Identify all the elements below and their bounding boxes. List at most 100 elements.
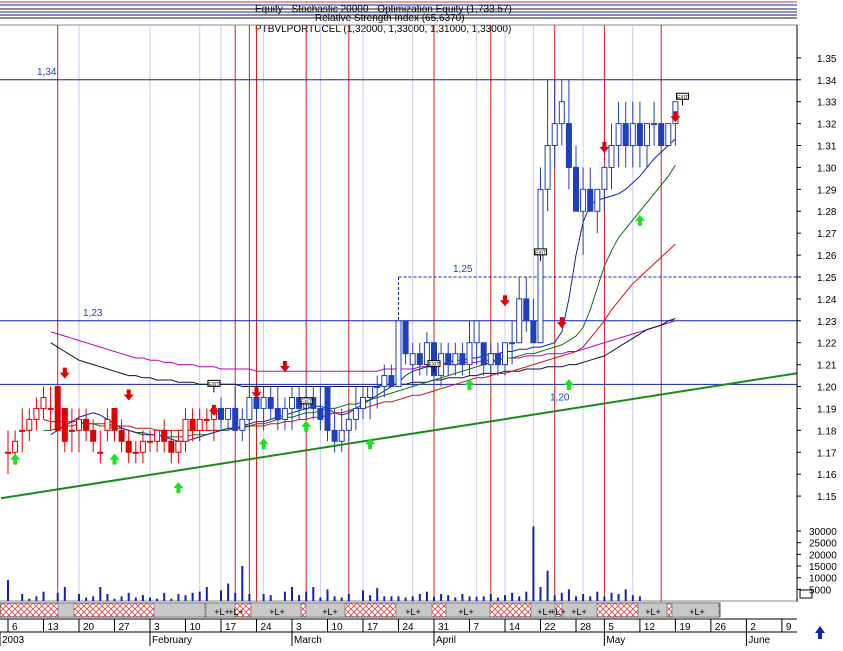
date-day-label: 24 [403, 622, 415, 633]
candle-body [118, 429, 125, 442]
position-label: +L+ [405, 607, 421, 617]
position-label: +L+ [269, 607, 285, 617]
y-axis: 1.35 1.34 1.33 1.32 1.31 1.30 1.29 1.28 1.27 1.26… [796, 25, 837, 602]
candle-body [558, 101, 565, 125]
buy-arrow-icon [10, 453, 21, 465]
position-band-long [395, 602, 433, 618]
candle-body [494, 353, 501, 366]
candle-body [445, 353, 452, 366]
candle-body [416, 353, 423, 366]
date-day-label: 5 [608, 622, 614, 633]
date-day-label: 22 [545, 622, 557, 633]
y-tick-label: 1.18 [817, 426, 837, 437]
candle-body [175, 440, 182, 453]
sell-arrow-icon [279, 361, 290, 373]
sell-arrow-icon [59, 367, 70, 379]
position-band-long [561, 602, 598, 618]
y-tick-label: 1.19 [817, 404, 837, 415]
exit-label: EXIT [301, 399, 312, 405]
date-day-label: 27 [119, 622, 131, 633]
position-label: +L+ [214, 607, 230, 617]
candle-body [189, 418, 196, 431]
date-day-label: 3 [296, 622, 302, 633]
buy-arrow-icon [258, 438, 269, 450]
candle-body [381, 375, 388, 388]
date-day-label: 19 [679, 622, 691, 633]
candle-body [594, 188, 601, 212]
candle-body [111, 407, 118, 431]
candle-body [431, 342, 437, 377]
candle-body [665, 123, 672, 147]
candle-body [331, 429, 338, 442]
month-label: March [294, 635, 322, 646]
candle-body [40, 396, 47, 409]
y-tick-label: 1.25 [817, 273, 837, 284]
date-day-label: 31 [438, 622, 450, 633]
date-day-label: 7 [474, 622, 480, 633]
candle-body [345, 418, 352, 431]
candle-body [615, 123, 622, 147]
y-tick-label: 1.33 [817, 98, 837, 109]
volume-tick-label: 30000 [809, 527, 837, 538]
y-tick-label: 1.27 [817, 229, 837, 240]
date-day-label: 26 [715, 622, 727, 633]
trendline [0, 372, 798, 500]
moving-average-line [50, 320, 676, 372]
candle-body [90, 429, 97, 442]
sell-arrow-icon [500, 295, 510, 307]
date-day-label: 10 [332, 622, 344, 633]
candle-body [161, 429, 168, 442]
candle-body [97, 451, 104, 454]
volume-tick-label: 5000 [809, 585, 832, 596]
chart-title: PTBVLPORTUCEL (1,32000, 1,33000, 1,31000… [255, 24, 511, 35]
candle-body [480, 342, 487, 366]
candle-body [203, 418, 210, 421]
candle-body [76, 418, 82, 431]
candle-body [587, 188, 594, 212]
candle-body [608, 145, 615, 168]
candles [5, 79, 679, 475]
date-day-label: 12 [644, 622, 656, 633]
candle-body [338, 429, 345, 442]
level-annotation: 1,23 [83, 308, 103, 319]
candle-body [68, 429, 75, 432]
buy-arrow-icon [173, 482, 184, 494]
candle-body [629, 123, 636, 147]
candle-body [423, 342, 430, 366]
y-tick-label: 1.20 [817, 383, 837, 394]
candle-body [12, 440, 19, 453]
candle-body [374, 386, 381, 389]
y-tick-label: 1.35 [817, 54, 837, 65]
candle-body [636, 123, 643, 147]
candle-body [601, 166, 608, 190]
candle-body [367, 386, 374, 398]
exit-label: EXIT [428, 362, 439, 368]
date-day-label: 13 [48, 622, 60, 633]
candle-body [409, 353, 416, 366]
position-band-long [445, 602, 491, 618]
candle-body [651, 123, 658, 126]
candle-body [61, 407, 68, 442]
candle-body [83, 418, 90, 431]
scroll-up-arrow-icon[interactable] [815, 626, 825, 639]
position-band-long [305, 602, 346, 618]
position-band-long [530, 602, 556, 618]
date-day-label: 10 [190, 622, 202, 633]
candle-body [147, 440, 153, 443]
candle-body [402, 320, 409, 355]
y-tick-label: 1.32 [817, 120, 837, 131]
position-band: +L+ +L+ +L+ +L+ +L+ +L+ +L+ +L+ +L++L+ +L+ [0, 602, 721, 618]
up-arrow-shape [815, 626, 825, 639]
month-label: May [606, 635, 625, 646]
candle-body [26, 418, 33, 431]
buy-arrow-icon [365, 438, 376, 450]
date-axis: 6 13 20 27 3 10 17 24 3 10 17 24 31 7 14 22 28 5 12 19 26 2 9 2… [0, 618, 797, 646]
sell-arrow-icon [123, 389, 134, 401]
level-annotation: 1,20 [550, 393, 570, 404]
volume-tick-label: 15000 [809, 562, 837, 573]
position-band-long [153, 602, 206, 618]
date-day-label: 2 [750, 622, 756, 633]
candle-body [281, 407, 288, 420]
candle-body [509, 342, 516, 345]
date-day-label: 9 [786, 622, 792, 633]
